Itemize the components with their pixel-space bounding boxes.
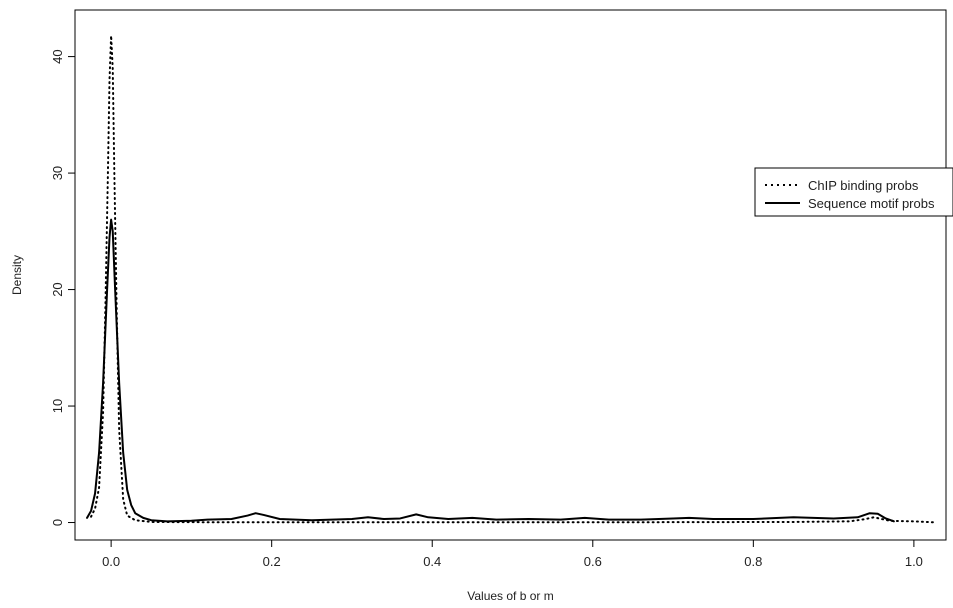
- y-tick-label: 30: [50, 166, 65, 180]
- x-axis: 0.0 0.2 0.4 0.6 0.8 1.0: [102, 540, 923, 569]
- x-tick-label: 0.0: [102, 554, 120, 569]
- series-line-sequence-motif: [86, 218, 895, 523]
- x-tick-label: 1.0: [905, 554, 923, 569]
- y-tick-label: 0: [50, 519, 65, 526]
- y-tick-label: 10: [50, 399, 65, 413]
- legend-box: [754, 167, 953, 217]
- legend-label-motif: Sequence motif probs: [808, 196, 935, 211]
- y-axis: 0 10 20 30 40: [50, 49, 75, 526]
- series-layer: [86, 34, 935, 524]
- x-tick-label: 0.6: [584, 554, 602, 569]
- series-line-chip-binding: [90, 34, 935, 524]
- plot-area: 0.0 0.2 0.4 0.6 0.8 1.0 0 10 20 30 40: [50, 9, 947, 569]
- y-axis-title: Density: [10, 255, 24, 295]
- x-tick-label: 0.2: [263, 554, 281, 569]
- y-tick-label: 40: [50, 49, 65, 63]
- x-axis-title: Values of b or m: [467, 589, 553, 603]
- legend-label-chip: ChIP binding probs: [808, 178, 919, 193]
- x-tick-label: 0.4: [423, 554, 441, 569]
- legend: ChIP binding probs Sequence motif probs: [754, 167, 953, 217]
- x-tick-label: 0.8: [744, 554, 762, 569]
- plot-frame: [74, 9, 947, 541]
- y-tick-label: 20: [50, 282, 65, 296]
